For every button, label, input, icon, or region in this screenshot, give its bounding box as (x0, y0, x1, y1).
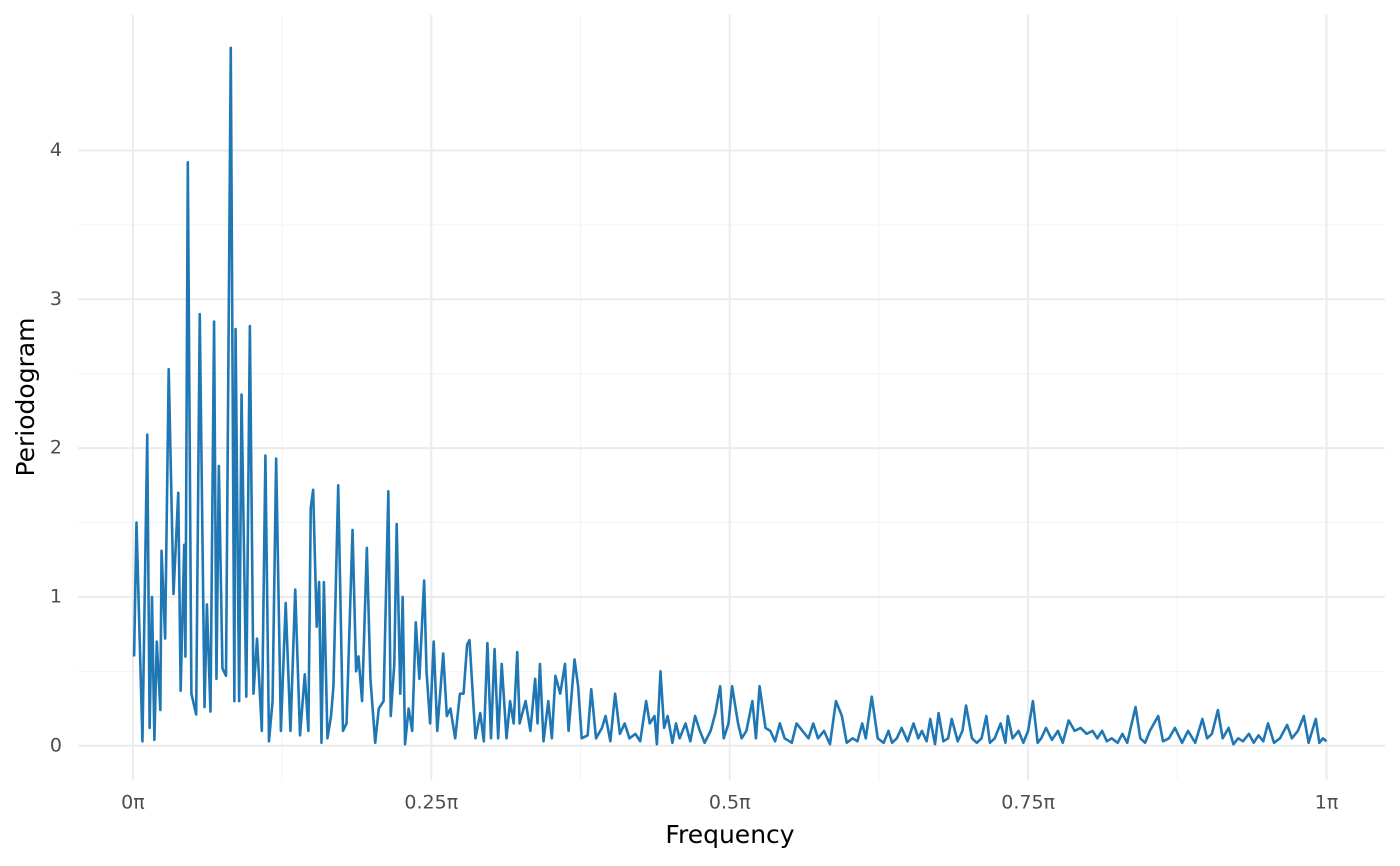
y-tick-label: 1 (50, 585, 62, 607)
x-tick-label: 0π (121, 792, 145, 814)
x-tick-label: 0.25π (404, 792, 458, 814)
x-tick-label: 0.75π (1001, 792, 1055, 814)
y-axis-title: Periodogram (11, 317, 40, 476)
y-tick-label: 4 (50, 139, 62, 161)
x-axis-title: Frequency (665, 820, 794, 849)
x-tick-label: 0.5π (709, 792, 751, 814)
y-tick-label: 0 (50, 734, 62, 756)
periodogram-line (132, 46, 1328, 746)
y-tick-label: 2 (50, 437, 62, 459)
y-tick-label: 3 (50, 288, 62, 310)
x-tick-label: 1π (1315, 792, 1339, 814)
